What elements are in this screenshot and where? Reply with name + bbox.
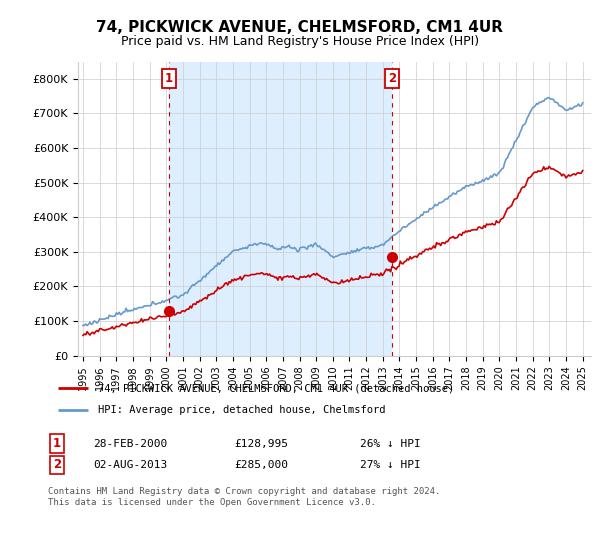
Text: 28-FEB-2000: 28-FEB-2000 — [93, 438, 167, 449]
Text: 2: 2 — [53, 458, 61, 472]
Text: Price paid vs. HM Land Registry's House Price Index (HPI): Price paid vs. HM Land Registry's House … — [121, 35, 479, 48]
Text: £285,000: £285,000 — [234, 460, 288, 470]
Text: 1: 1 — [53, 437, 61, 450]
Text: £128,995: £128,995 — [234, 438, 288, 449]
Text: 2: 2 — [388, 72, 397, 85]
Text: Contains HM Land Registry data © Crown copyright and database right 2024.
This d: Contains HM Land Registry data © Crown c… — [48, 487, 440, 507]
Bar — [169, 62, 392, 356]
Text: 27% ↓ HPI: 27% ↓ HPI — [360, 460, 421, 470]
Text: 1: 1 — [165, 72, 173, 85]
Text: 26% ↓ HPI: 26% ↓ HPI — [360, 438, 421, 449]
Text: 74, PICKWICK AVENUE, CHELMSFORD, CM1 4UR (detached house): 74, PICKWICK AVENUE, CHELMSFORD, CM1 4UR… — [98, 383, 455, 393]
Text: 02-AUG-2013: 02-AUG-2013 — [93, 460, 167, 470]
Text: HPI: Average price, detached house, Chelmsford: HPI: Average price, detached house, Chel… — [98, 405, 386, 415]
Text: 74, PICKWICK AVENUE, CHELMSFORD, CM1 4UR: 74, PICKWICK AVENUE, CHELMSFORD, CM1 4UR — [97, 20, 503, 35]
